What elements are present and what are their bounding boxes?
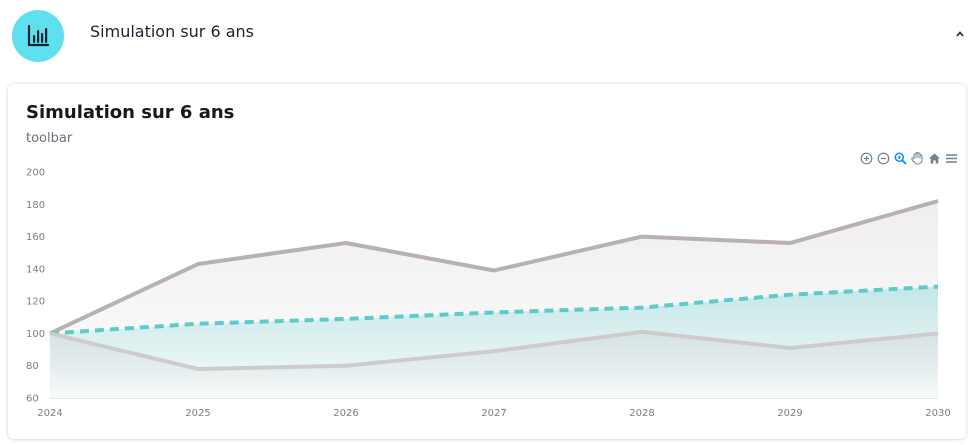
accordion-title: Simulation sur 6 ans [90,22,254,41]
x-tick-label: 2028 [629,408,654,419]
series-line-upper [49,199,939,336]
pan-hand-icon[interactable] [910,151,924,165]
accordion-header[interactable]: Simulation sur 6 ans [0,0,974,70]
menu-icon[interactable] [944,151,958,165]
series-line-median [49,284,939,336]
x-tick-label: 2027 [481,408,506,419]
series-line-lower [49,329,939,371]
y-tick-label: 60 [26,394,39,405]
y-tick-label: 120 [26,297,45,308]
y-tick-label: 140 [26,264,45,275]
y-tick-label: 160 [26,232,45,243]
x-tick-label: 2029 [777,408,802,419]
zoom-in-icon[interactable] [859,151,873,165]
zoom-out-icon[interactable] [876,151,890,165]
chart-toolbar [859,151,958,165]
x-tick-label: 2024 [37,408,62,419]
x-tick-label: 2026 [333,408,358,419]
y-tick-label: 80 [26,361,39,372]
chevron-up-icon[interactable] [952,26,968,42]
y-tick-label: 100 [26,329,45,340]
y-tick-label: 200 [26,168,45,179]
card-title: Simulation sur 6 ans [26,102,235,123]
x-tick-label: 2030 [925,408,950,419]
y-tick-label: 180 [26,200,45,211]
zoom-select-icon[interactable] [893,151,907,165]
x-tick-label: 2025 [185,408,210,419]
bar-chart-icon [12,10,64,62]
reset-home-icon[interactable] [927,151,941,165]
series-area-lower [50,331,938,398]
card-subtitle: toolbar [26,131,73,146]
